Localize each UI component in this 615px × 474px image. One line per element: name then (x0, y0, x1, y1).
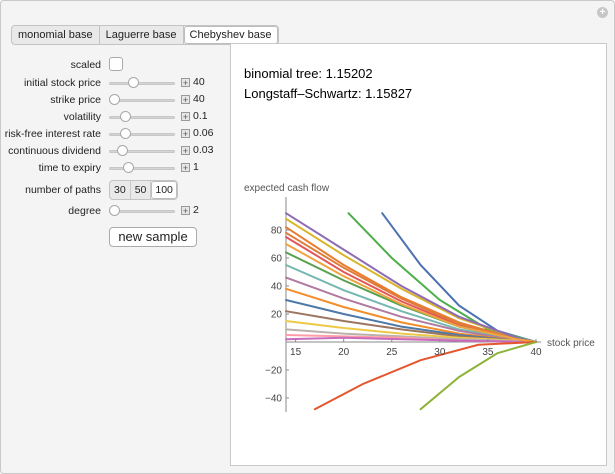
tab-chebyshev-base[interactable]: Chebyshev base (183, 26, 278, 44)
initial-stock-price-slider[interactable] (109, 75, 175, 91)
strike-price-slider[interactable] (109, 92, 175, 108)
x-axis-label: stock price (547, 338, 595, 349)
time-to-expiry-row: time to expiry + 1 (1, 160, 229, 176)
risk-free-rate-slider[interactable] (109, 126, 175, 142)
series-line-4 (285, 212, 537, 343)
series-line-17 (285, 243, 537, 343)
strike-price-row: strike price + 40 (1, 92, 229, 108)
slider-thumb[interactable] (109, 205, 120, 216)
scaled-checkbox[interactable] (109, 57, 123, 71)
initial-stock-price-plus-icon[interactable]: + (181, 78, 190, 88)
x-tick-label-4: 35 (482, 347, 494, 358)
degree-value: 2 (193, 204, 199, 216)
slider-thumb[interactable] (120, 128, 131, 139)
risk-free-rate-value: 0.06 (193, 127, 214, 139)
time-to-expiry-label: time to expiry (38, 162, 101, 174)
series-line-1 (347, 212, 537, 343)
scaled-row: scaled (1, 57, 229, 73)
y-tick-label-2: 40 (271, 282, 283, 293)
time-to-expiry-slider[interactable] (109, 160, 175, 176)
volatility-value: 0.1 (193, 110, 208, 122)
risk-free-rate-label: risk-free interest rate (4, 128, 101, 140)
y-tick-label-3: 20 (271, 310, 283, 321)
slider-thumb[interactable] (122, 162, 134, 173)
slider-thumb[interactable] (116, 145, 128, 156)
tab-monomial-base[interactable]: monomial base (12, 26, 100, 44)
strike-price-value: 40 (193, 93, 205, 105)
risk-free-rate-row: risk-free interest rate + 0.06 (1, 126, 229, 142)
volatility-row: volatility + 0.1 (1, 109, 229, 125)
number-of-paths-label: number of paths (25, 184, 101, 196)
x-tick-label-1: 20 (338, 347, 350, 358)
paths-option-30[interactable]: 30 (110, 181, 131, 199)
binomial-tree-result: binomial tree: 1.15202 (244, 66, 373, 81)
initial-stock-price-row: initial stock price + 40 (1, 75, 229, 91)
continuous-dividend-label: continuous dividend (8, 145, 101, 157)
volatility-label: volatility (63, 111, 101, 123)
number-of-paths-setter: 30 50 100 (109, 180, 178, 200)
scaled-label: scaled (70, 59, 101, 71)
strike-price-plus-icon[interactable]: + (181, 95, 190, 105)
longstaff-schwartz-result: Longstaff–Schwartz: 1.15827 (244, 86, 413, 101)
initial-stock-price-label: initial stock price (23, 77, 101, 89)
risk-free-rate-plus-icon[interactable]: + (181, 129, 190, 139)
tab-laguerre-base[interactable]: Laguerre base (100, 26, 184, 44)
slider-thumb[interactable] (109, 94, 120, 105)
initial-stock-price-value: 40 (193, 76, 205, 88)
paths-option-50[interactable]: 50 (131, 181, 152, 199)
cash-flow-chart: 15 20 25 30 35 40 80 60 40 20 −20 −40 expected cash … (244, 183, 595, 412)
series-line-15 (285, 336, 537, 343)
y-tick-label-1: 60 (271, 254, 283, 265)
continuous-dividend-plus-icon[interactable]: + (181, 146, 190, 156)
y-tick-label-5: −40 (265, 394, 282, 405)
expand-plus-icon[interactable]: + (597, 7, 608, 18)
strike-price-label: strike price (50, 94, 101, 106)
x-tick-label-3: 30 (434, 347, 446, 358)
output-panel: binomial tree: 1.15202 Longstaff–Schwart… (230, 43, 607, 466)
time-to-expiry-plus-icon[interactable]: + (181, 163, 190, 173)
slider-track (109, 167, 175, 170)
x-tick-label-0: 15 (290, 347, 302, 358)
volatility-slider[interactable] (109, 109, 175, 125)
slider-track (109, 150, 175, 153)
continuous-dividend-row: continuous dividend + 0.03 (1, 143, 229, 159)
paths-option-100[interactable]: 100 (151, 181, 177, 199)
slider-thumb[interactable] (128, 77, 140, 88)
x-tick-label-2: 25 (386, 347, 398, 358)
series-line-19 (419, 341, 537, 411)
slider-track (109, 116, 175, 119)
number-of-paths-row: number of paths 30 50 100 (1, 180, 229, 200)
y-tick-label-4: −20 (265, 366, 282, 377)
volatility-plus-icon[interactable]: + (181, 112, 190, 122)
y-axis-label: expected cash flow (244, 183, 330, 194)
new-sample-button[interactable]: new sample (109, 227, 197, 247)
slider-thumb[interactable] (120, 111, 131, 122)
x-tick-label-5: 40 (530, 347, 542, 358)
continuous-dividend-value: 0.03 (193, 144, 214, 156)
degree-row: degree + 2 (1, 203, 229, 219)
series-line-18 (313, 341, 537, 411)
basis-tabs: monomial base Laguerre base Chebyshev ba… (11, 25, 279, 45)
continuous-dividend-slider[interactable] (109, 143, 175, 159)
degree-label: degree (68, 205, 101, 217)
y-tick-label-0: 80 (271, 226, 283, 237)
time-to-expiry-value: 1 (193, 161, 199, 173)
slider-track (109, 82, 175, 85)
degree-plus-icon[interactable]: + (181, 206, 190, 216)
degree-slider[interactable] (109, 203, 175, 219)
slider-track (109, 133, 175, 136)
